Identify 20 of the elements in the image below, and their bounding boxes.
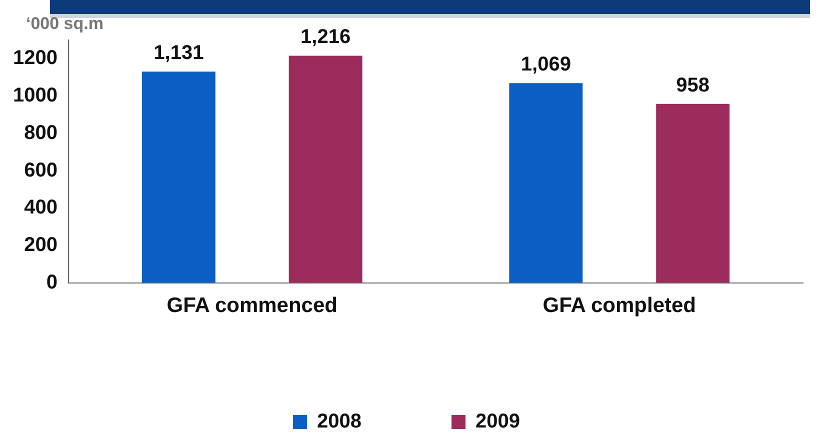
y-tick-label: 1200: [12, 47, 58, 70]
bar: [509, 83, 583, 283]
y-tick-label: 400: [24, 196, 58, 219]
y-tick-label: 1000: [12, 84, 58, 107]
bar: [142, 72, 216, 283]
x-tick-label: GFA completed: [542, 294, 696, 318]
bar: [656, 104, 730, 283]
legend-label: 2008: [317, 410, 362, 433]
y-tick-label: 0: [46, 271, 58, 294]
y-tick-label: 800: [24, 122, 58, 144]
data-label: 1,069: [520, 54, 571, 76]
bar: [288, 56, 362, 283]
data-label: 1,216: [300, 26, 351, 48]
data-label: 1,131: [154, 42, 204, 64]
data-label: 958: [676, 74, 710, 96]
legend-label: 2009: [476, 410, 520, 433]
y-tick-label: 200: [24, 234, 58, 256]
y-axis-title: ‘000 sq.m: [26, 14, 104, 34]
y-tick-label: 600: [24, 159, 58, 182]
x-tick-label: GFA commenced: [166, 294, 338, 318]
